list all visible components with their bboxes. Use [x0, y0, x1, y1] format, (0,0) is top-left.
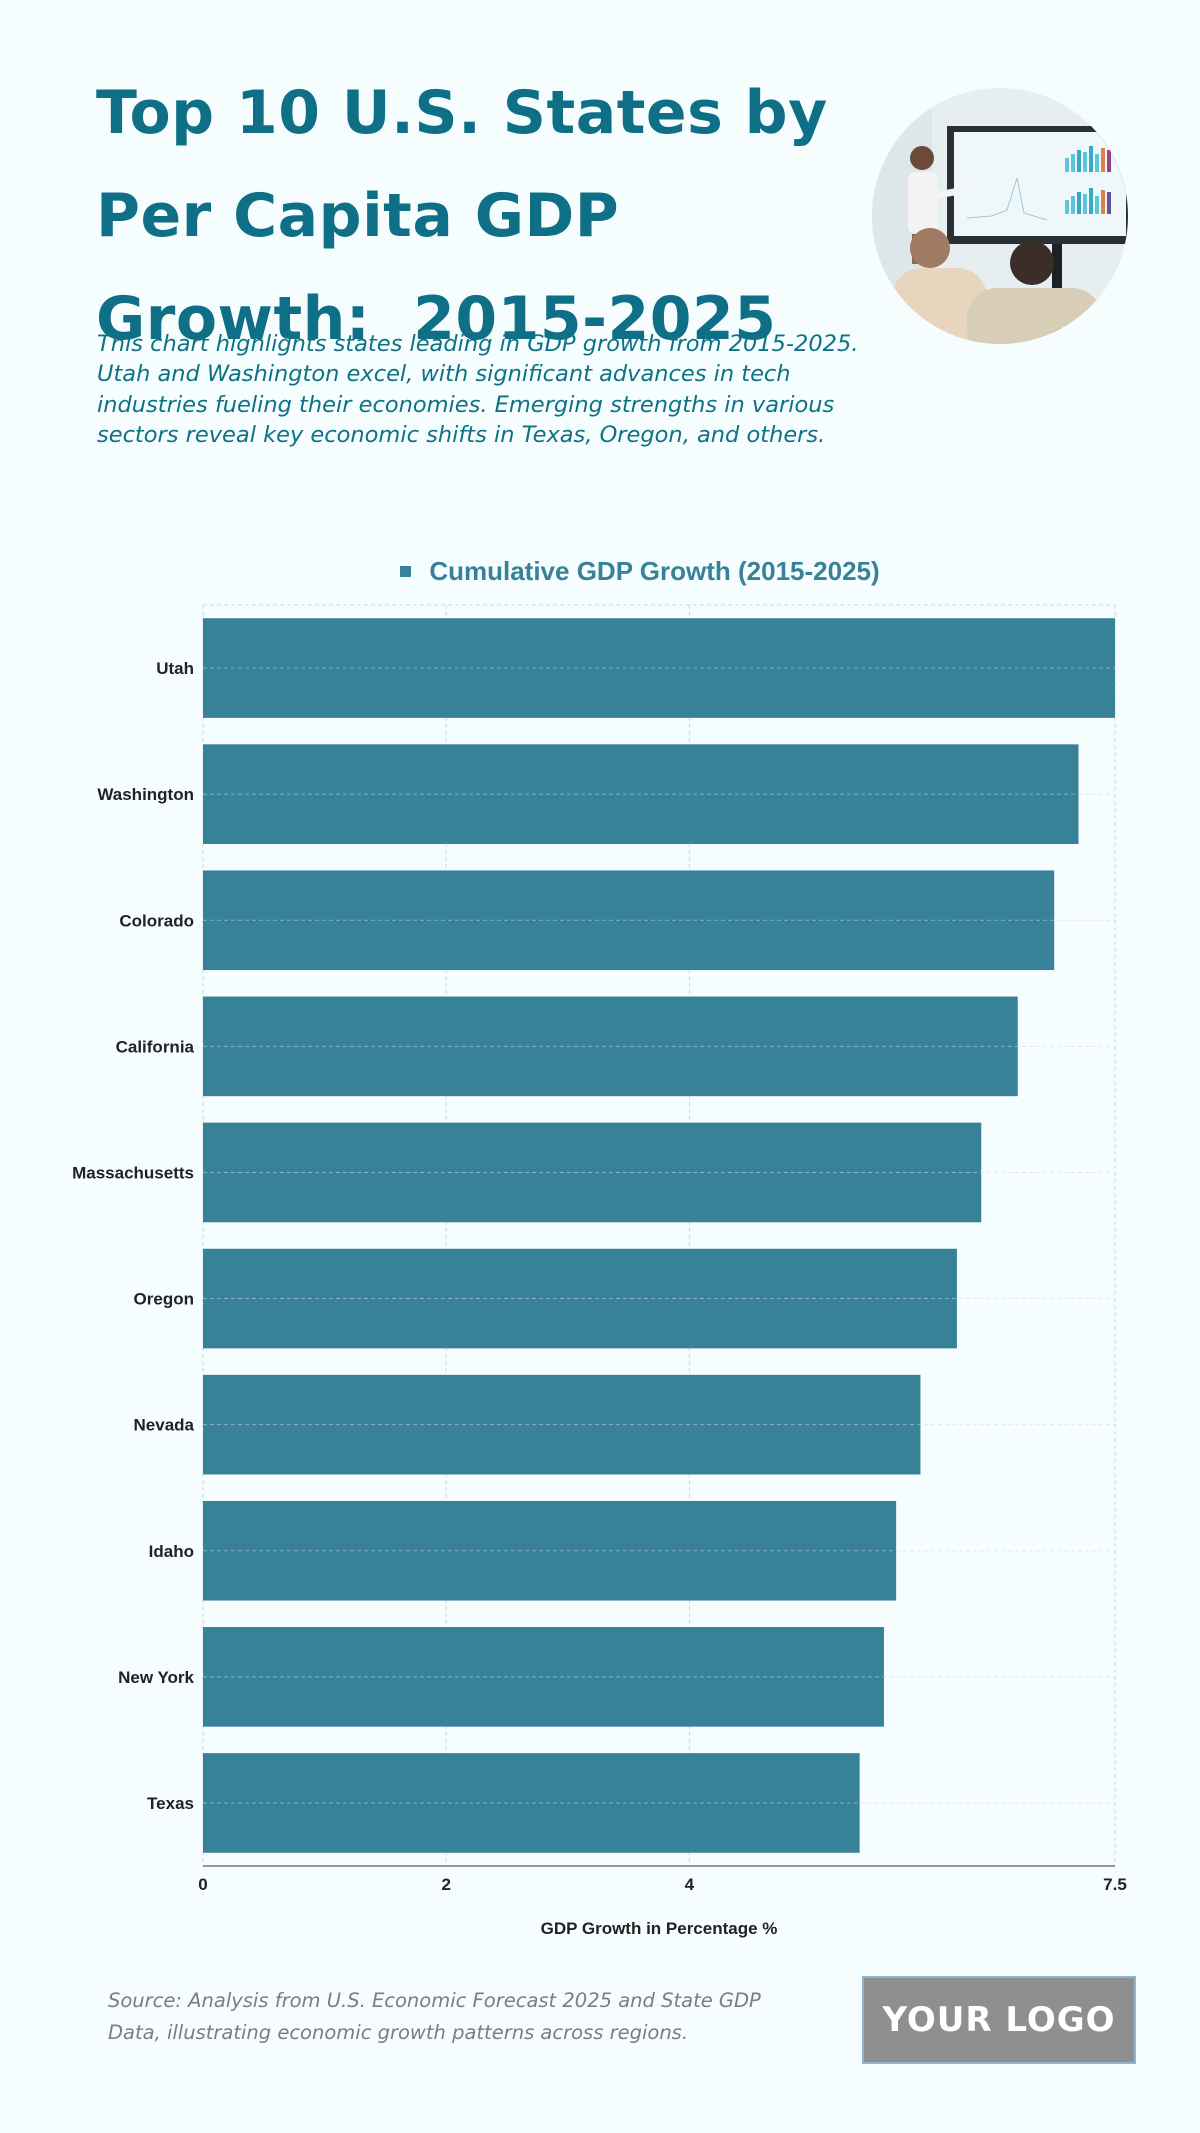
- y-axis-label: Massachusetts: [72, 1163, 194, 1182]
- y-axis-label: Idaho: [149, 1542, 194, 1561]
- title-line-2: Per Capita GDP: [96, 181, 620, 251]
- chart-bars: [203, 618, 1115, 1853]
- y-axis-label: Utah: [156, 659, 194, 678]
- x-tick-label: 4: [685, 1875, 695, 1894]
- logo-placeholder: YOUR LOGO: [862, 1976, 1136, 2064]
- presentation-photo: [872, 88, 1128, 344]
- bar-new-york: [203, 1627, 884, 1727]
- x-tick-label: 2: [441, 1875, 450, 1894]
- y-axis-label: Texas: [147, 1794, 194, 1813]
- y-axis-label: Oregon: [134, 1290, 194, 1309]
- chart-description: This chart highlights states leading in …: [97, 331, 859, 448]
- y-axis-label: Washington: [97, 785, 194, 804]
- y-axis-label: Nevada: [134, 1416, 195, 1435]
- x-tick-label: 7.5: [1103, 1875, 1127, 1894]
- page-title: Top 10 U.S. States by Per Capita GDP Gro…: [96, 62, 828, 371]
- x-tick-label: 0: [198, 1875, 207, 1894]
- y-axis-label: Colorado: [119, 911, 194, 930]
- y-axis-label: California: [116, 1037, 195, 1056]
- y-axis-labels: Utah Washington Colorado California Massachu…: [72, 659, 194, 1813]
- source-note: Source: Analysis from U.S. Economic Fore…: [108, 1989, 761, 2044]
- bar-chart: Utah Washington Colorado California Massachu…: [72, 604, 1127, 1938]
- bar-oregon: [203, 1248, 957, 1349]
- y-axis-label: New York: [118, 1668, 194, 1687]
- chart-legend: Cumulative GDP Growth (2015-2025): [0, 553, 1200, 589]
- title-line-3: Growth: 2015-2025: [96, 284, 777, 354]
- legend-label: Cumulative GDP Growth (2015-2025): [429, 555, 880, 586]
- title-line-1: Top 10 U.S. States by: [96, 78, 828, 148]
- screen-bar-chart-icon: [1065, 146, 1111, 214]
- presentation-photo-illustration: [872, 88, 1128, 344]
- x-axis-title: GDP Growth in Percentage %: [541, 1919, 778, 1938]
- legend-swatch-icon: [400, 565, 412, 577]
- x-axis: 0 2 4 7.5: [198, 1865, 1127, 1894]
